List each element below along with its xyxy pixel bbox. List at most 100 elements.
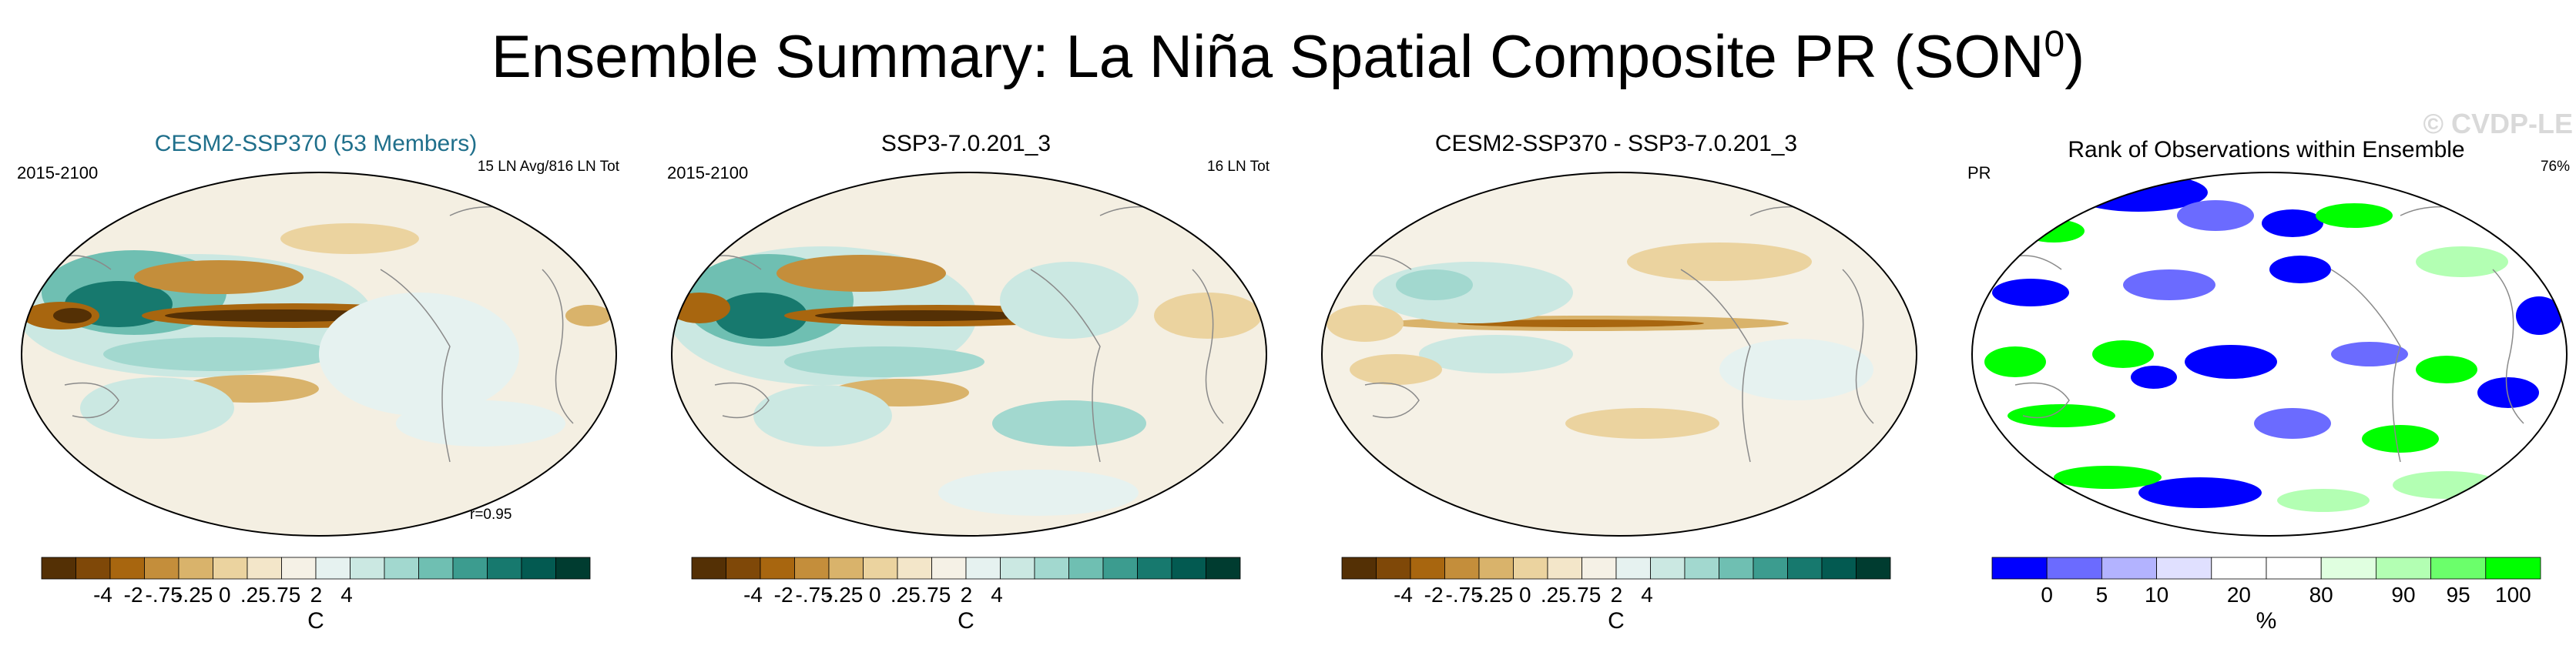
colorbar-tick-label: 0 [1519, 583, 1531, 607]
colorbar-swatch [2320, 557, 2376, 580]
colorbar-tick-label: 5 [2096, 583, 2108, 607]
colorbar-swatch [2376, 557, 2432, 580]
period-label: 2015-2100 [667, 163, 749, 182]
figure-title-text: Ensemble Summary: La Niña Spatial Compos… [491, 22, 2044, 90]
colorbar-swatch [1444, 557, 1480, 580]
colorbar-tick-label: 90 [2391, 583, 2415, 607]
panel-title: CESM2-SSP370 - SSP3-7.0.201_3 [1434, 131, 1798, 156]
colorbar-swatch [794, 557, 830, 580]
colorbar-swatch [965, 557, 1001, 580]
colorbar-swatch [315, 557, 351, 580]
colorbar-swatch [1478, 557, 1514, 580]
panel-rank: © CVDP-LE Rank of Observations within En… [1958, 108, 2574, 639]
colorbar-tick-label: -4 [743, 583, 763, 607]
colorbar-swatch [1376, 557, 1411, 580]
colorbar-tick-label: 4 [1641, 583, 1653, 607]
colorbar-swatch [213, 557, 248, 580]
colorbar-swatch [521, 557, 556, 580]
colorbar-unit: % [2256, 608, 2277, 634]
colorbar-swatch [691, 557, 726, 580]
colorbar-swatch [1650, 557, 1685, 580]
colorbar-tick-label: .75 [921, 583, 951, 607]
colorbar-swatch [555, 557, 591, 580]
colorbar-tick-label: -4 [93, 583, 112, 607]
colorbar-tick-label: -.75 [796, 583, 833, 607]
colorbar-tick-label: 80 [2309, 583, 2333, 607]
map-panel-3 [1321, 172, 1917, 537]
colorbar-swatch [1753, 557, 1788, 580]
colorbar-swatch [1547, 557, 1582, 580]
colorbar-panel-4: 0 5 10 20 80 90 95 100 [1991, 557, 2541, 607]
colorbar-tick-label: 0 [2041, 583, 2053, 607]
colorbar-swatch [1137, 557, 1172, 580]
colorbar-tick-label: 0 [869, 583, 881, 607]
panel-title: Rank of Observations within Ensemble [2068, 137, 2465, 162]
colorbar-tick-label: 100 [2495, 583, 2531, 607]
colorbar-swatch [2046, 557, 2102, 580]
colorbar-tick-label: 4 [340, 583, 353, 607]
colorbar-panel-3: -4 -2 -.75-.25 0 .25.75 2 4 [1341, 557, 1891, 607]
colorbar-swatch [2266, 557, 2322, 580]
colorbar-swatch [1821, 557, 1857, 580]
correlation-label: r=0.95 [470, 507, 512, 523]
watermark: © CVDP-LE [2423, 108, 2573, 139]
colorbar-tick-label: -2 [774, 583, 793, 607]
colorbar-unit: C [307, 608, 324, 634]
colorbar-swatch [144, 557, 179, 580]
colorbar-swatch [281, 557, 317, 580]
colorbar-swatch [247, 557, 282, 580]
colorbar-panel-1: -4 -2 -.75-.25 0 .25.75 2 4 [41, 557, 591, 607]
colorbar-swatch [760, 557, 795, 580]
colorbar-tick-label: 0 [219, 583, 231, 607]
percent-label: 76% [2540, 159, 2570, 175]
colorbar-swatch [1000, 557, 1035, 580]
colorbar-swatch [828, 557, 864, 580]
colorbar-swatch [2430, 557, 2487, 580]
panel-title: CESM2-SSP370 (53 Members) [154, 131, 478, 156]
colorbar-tick-label: 2 [310, 583, 323, 607]
panel-difference: CESM2-SSP370 - SSP3-7.0.201_3 -4 -2 -.75 -.… [1308, 115, 1924, 639]
panel-title: SSP3-7.0.201_3 [880, 131, 1052, 156]
colorbar-tick-label: -.25 [826, 583, 863, 607]
colorbar-swatch [487, 557, 522, 580]
colorbar-tick-label: .75 [270, 583, 300, 607]
colorbar-tick-label: 2 [961, 583, 973, 607]
figure-title-close: ) [2064, 22, 2085, 90]
colorbar-tick-label: 4 [991, 583, 1003, 607]
colorbar-swatch [897, 557, 932, 580]
colorbar-swatch [1684, 557, 1719, 580]
colorbar-tick-label: 2 [1611, 583, 1623, 607]
colorbar-tick-label: .75 [1571, 583, 1601, 607]
figure-title-superscript: 0 [2044, 24, 2065, 65]
colorbar-tick-label: -2 [124, 583, 143, 607]
colorbar-swatch [863, 557, 898, 580]
colorbar-swatch [1206, 557, 1241, 580]
colorbar-tick-label: 95 [2447, 583, 2470, 607]
colorbar-swatch [1787, 557, 1823, 580]
map-panel-2 [671, 172, 1267, 537]
colorbar-swatch [384, 557, 419, 580]
colorbar-swatch [726, 557, 761, 580]
colorbar-swatch [452, 557, 488, 580]
colorbar-swatch [1991, 557, 2048, 580]
colorbar-swatch [1102, 557, 1138, 580]
colorbar-unit: C [1608, 608, 1625, 634]
panel-cesm2-ssp370: CESM2-SSP370 (53 Members) 2015-2100 15 L… [8, 115, 624, 639]
colorbar-swatch [931, 557, 967, 580]
period-label: 2015-2100 [17, 163, 99, 182]
colorbar-tick-label: -.25 [176, 583, 213, 607]
colorbar-swatch [1615, 557, 1651, 580]
colorbar-swatch [1068, 557, 1104, 580]
event-count-label: 15 LN Avg/816 LN Tot [477, 159, 619, 175]
colorbar-swatch [2211, 557, 2267, 580]
colorbar-tick-label: .25 [1541, 583, 1571, 607]
colorbar-tick-label: -2 [1424, 583, 1444, 607]
colorbar-tick-label: -.75 [146, 583, 183, 607]
map-panel-4 [1971, 172, 2568, 537]
colorbar-swatch [41, 557, 76, 580]
colorbar-tick-label: -.75 [1446, 583, 1483, 607]
colorbar-swatch [1719, 557, 1754, 580]
colorbar-unit: C [958, 608, 974, 634]
colorbar-swatch [1341, 557, 1377, 580]
colorbar-tick-label: .25 [891, 583, 921, 607]
